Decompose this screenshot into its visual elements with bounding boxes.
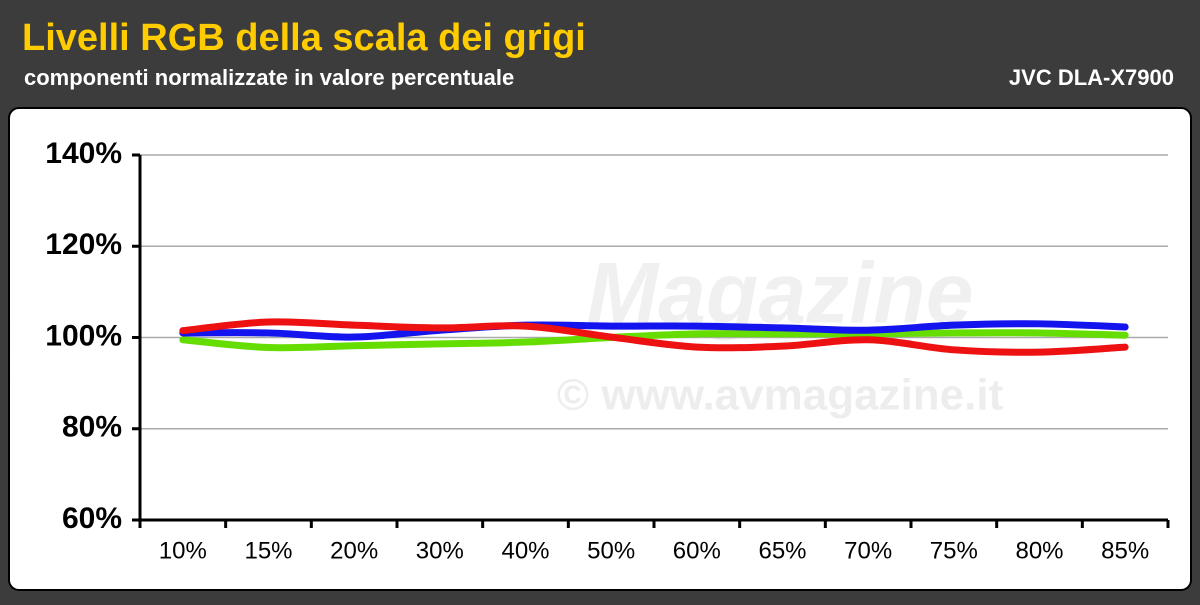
- header-bg: [0, 0, 1200, 102]
- x-tick-label: 70%: [844, 537, 892, 564]
- device-label: JVC DLA-X7900: [1009, 65, 1174, 90]
- x-tick-label: 75%: [930, 537, 978, 564]
- series-line: [179, 318, 1129, 356]
- watermark-site: © www.avmagazine.it: [557, 371, 1004, 420]
- x-tick-label: 85%: [1101, 537, 1149, 564]
- x-tick-label: 50%: [587, 537, 635, 564]
- series-line: [179, 320, 1129, 341]
- y-tick-label: 60%: [62, 502, 122, 535]
- x-tick-label: 15%: [244, 537, 292, 564]
- x-tick-label: 30%: [416, 537, 464, 564]
- x-tick-label: 60%: [673, 537, 721, 564]
- y-tick-label: 120%: [45, 228, 122, 261]
- plot-panel: [8, 107, 1192, 591]
- series-line: [179, 329, 1129, 352]
- x-tick-label: 10%: [159, 537, 207, 564]
- x-tick-label: 65%: [758, 537, 806, 564]
- x-tick-label: 20%: [330, 537, 378, 564]
- x-tick-label: 80%: [1015, 537, 1063, 564]
- chart-title: Livelli RGB della scala dei grigi: [22, 17, 586, 59]
- y-tick-label: 100%: [45, 319, 122, 352]
- y-tick-label: 140%: [45, 137, 122, 170]
- x-tick-label: 40%: [501, 537, 549, 564]
- subtitle: componenti normalizzate in valore percen…: [24, 65, 514, 90]
- y-tick-label: 80%: [62, 411, 122, 444]
